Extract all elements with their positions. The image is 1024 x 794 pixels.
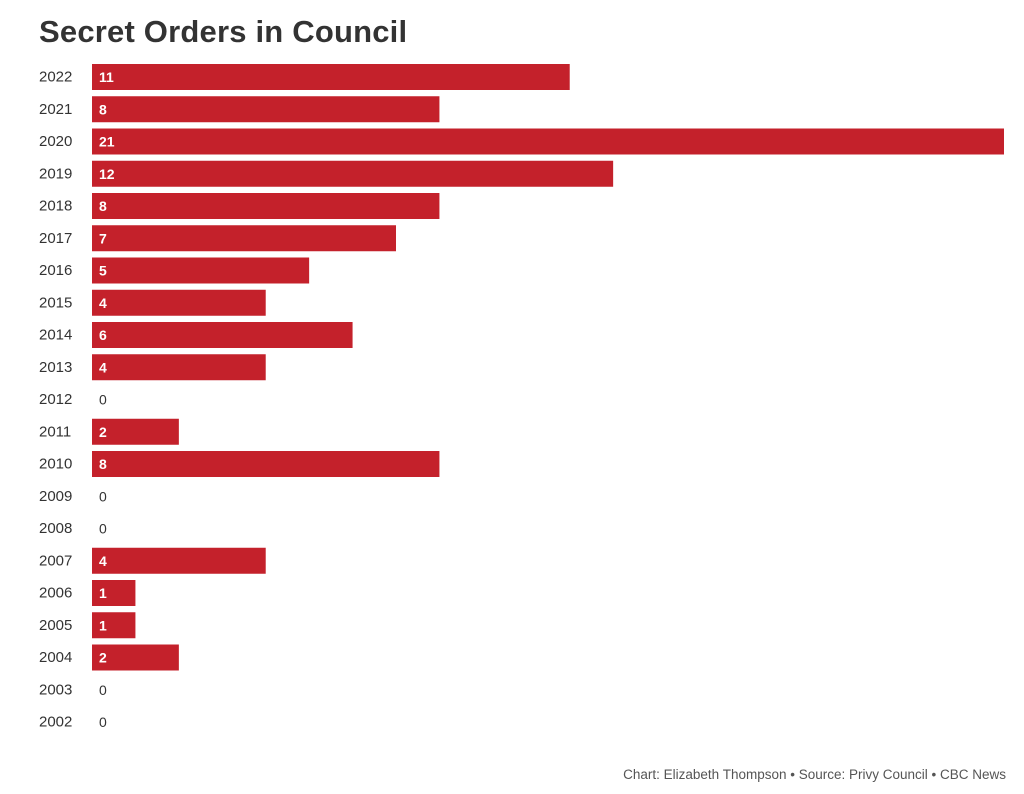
category-label: 2011 (39, 423, 71, 440)
bar-row-2004: 2004 2 (39, 644, 179, 671)
category-label: 2021 (39, 101, 72, 118)
chart-credit: Chart: Elizabeth Thompson • Source: Priv… (623, 767, 1006, 782)
bar-row-2017: 2017 7 (39, 225, 396, 252)
bar (92, 322, 353, 348)
bar-row-2016: 2016 5 (39, 257, 310, 284)
category-label: 2019 (39, 165, 72, 182)
category-label: 2008 (39, 520, 72, 537)
value-label: 8 (99, 101, 107, 117)
bar (92, 418, 179, 445)
value-label: 0 (99, 682, 107, 698)
bar (92, 225, 396, 252)
bar (92, 451, 440, 477)
category-label: 2005 (39, 617, 72, 634)
value-label: 8 (99, 456, 107, 472)
category-label: 2020 (39, 133, 72, 150)
bar (92, 580, 136, 606)
category-label: 2018 (39, 198, 72, 215)
category-label: 2012 (39, 391, 72, 408)
bar (92, 257, 310, 284)
bar-row-2013: 2013 4 (39, 354, 266, 381)
bar-row-2003: 2003 0 (39, 681, 107, 698)
value-label: 11 (99, 69, 114, 85)
bar-row-2022: 2022 11 (39, 64, 570, 90)
category-label: 2004 (39, 649, 72, 666)
value-label: 4 (99, 295, 107, 311)
category-label: 2016 (39, 262, 72, 279)
chart-title: Secret Orders in Council (39, 14, 408, 49)
value-label: 1 (99, 585, 107, 601)
category-label: 2013 (39, 359, 72, 376)
value-label: 0 (99, 488, 107, 504)
bar-row-2018: 2018 8 (39, 193, 440, 219)
bar (92, 64, 570, 90)
category-label: 2007 (39, 552, 72, 569)
bar-row-2019: 2019 12 (39, 160, 614, 187)
bar-row-2007: 2007 4 (39, 547, 266, 574)
value-label: 5 (99, 263, 107, 279)
bar-row-2006: 2006 1 (39, 580, 136, 606)
category-label: 2003 (39, 681, 72, 698)
category-label: 2015 (39, 294, 72, 311)
value-label: 21 (99, 134, 115, 150)
category-label: 2009 (39, 488, 72, 505)
bar (92, 644, 179, 671)
value-label: 0 (99, 392, 107, 408)
value-label: 6 (99, 327, 107, 343)
bar-row-2015: 2015 4 (39, 289, 266, 316)
category-label: 2014 (39, 327, 72, 344)
value-label: 1 (99, 617, 107, 633)
value-label: 8 (99, 198, 107, 214)
bar-row-2021: 2021 8 (39, 96, 440, 123)
category-label: 2006 (39, 585, 72, 602)
value-label: 4 (99, 359, 107, 375)
bar (92, 547, 266, 574)
value-label: 7 (99, 230, 107, 246)
category-label: 2017 (39, 230, 72, 247)
value-label: 12 (99, 166, 115, 182)
bar-row-2005: 2005 1 (39, 612, 136, 639)
category-label: 2010 (39, 456, 72, 473)
bar (92, 612, 136, 639)
bar (92, 160, 614, 187)
bar-row-2002: 2002 0 (39, 714, 107, 731)
value-label: 4 (99, 553, 107, 569)
value-label: 0 (99, 521, 107, 537)
value-label: 2 (99, 650, 107, 666)
bar (92, 354, 266, 381)
bar (92, 96, 440, 123)
bar-row-2012: 2012 0 (39, 391, 107, 408)
bar (92, 193, 440, 219)
bar-row-2010: 2010 8 (39, 451, 440, 477)
bar-row-2011: 2011 2 (39, 418, 179, 445)
bar-row-2014: 2014 6 (39, 322, 353, 348)
bar (92, 289, 266, 316)
bar-row-2020: 2020 21 (39, 128, 1004, 155)
value-label: 2 (99, 424, 107, 440)
bar-row-2008: 2008 0 (39, 520, 107, 537)
value-label: 0 (99, 714, 107, 730)
bar (92, 128, 1004, 155)
category-label: 2002 (39, 714, 72, 731)
category-label: 2022 (39, 69, 72, 86)
bar-row-2009: 2009 0 (39, 488, 107, 505)
